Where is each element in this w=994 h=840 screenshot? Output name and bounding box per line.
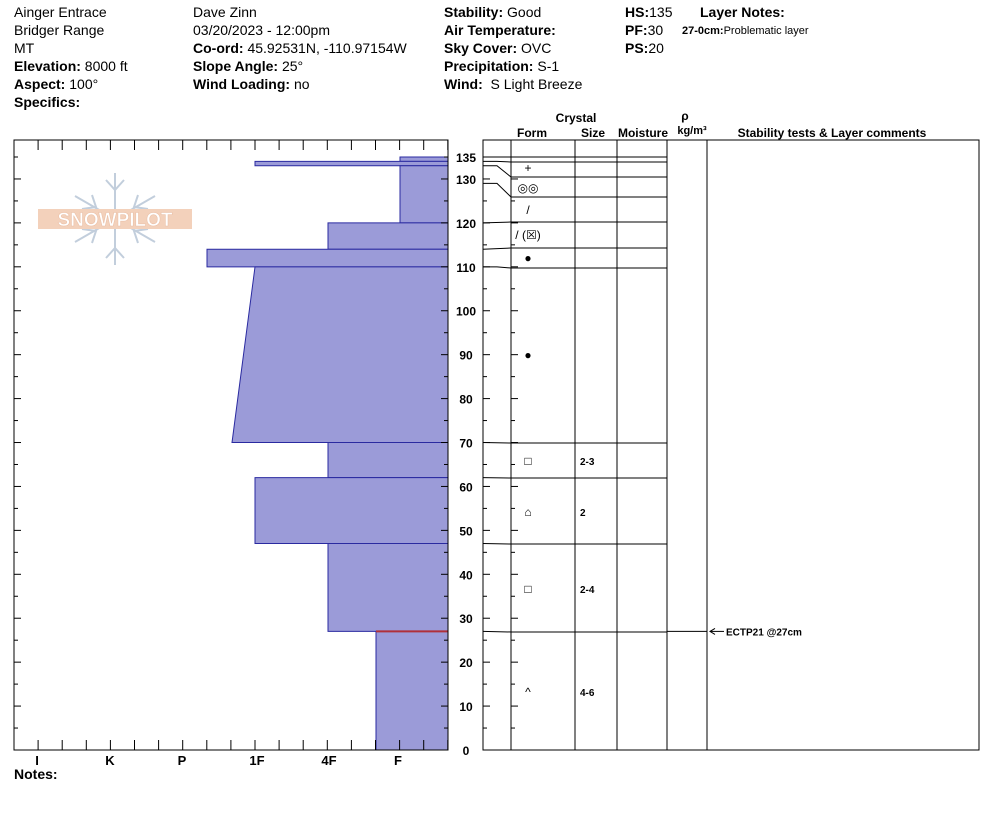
coord-row: Co-ord: 45.92531N, -110.97154W xyxy=(193,40,407,56)
header-col-4: HS:135 PF:30 PS:20 xyxy=(625,3,672,57)
crystal-size-6: 2-3 xyxy=(580,457,595,468)
depth-label-100: 100 xyxy=(456,305,476,319)
hardness-layer-5 xyxy=(231,266,449,444)
hardness-label-4f: 4F xyxy=(321,753,336,768)
hardness-layer-3 xyxy=(327,222,449,250)
crystal-form-6: □ xyxy=(524,454,531,468)
hardness-label-i: I xyxy=(35,753,39,768)
row-connector xyxy=(482,221,512,224)
specifics-row: Specifics: xyxy=(14,94,81,110)
crystal-form-9: ^ xyxy=(525,685,531,699)
depth-label-30: 30 xyxy=(459,612,473,626)
hardness-layer-1 xyxy=(254,160,449,167)
hardness-label-k: K xyxy=(105,753,115,768)
sky-row: Sky Cover: OVC xyxy=(444,40,552,56)
arrow-head-icon xyxy=(709,627,716,635)
crystal-form-7: ⌂ xyxy=(524,505,531,519)
hardness-layer-0 xyxy=(399,156,449,162)
col-header-rho: ρ xyxy=(681,109,688,123)
logo-banner xyxy=(38,209,192,229)
layer-note-row: 27-0cm:Problematic layer xyxy=(682,25,809,37)
col-header-stability: Stability tests & Layer comments xyxy=(738,126,927,140)
crystal-form-5: ● xyxy=(524,348,531,362)
hardness-layer-4 xyxy=(206,248,449,268)
wind-loading-row: Wind Loading: no xyxy=(193,76,310,92)
ps-row: PS:20 xyxy=(625,40,664,56)
header-col-3: Stability: Good Air Temperature: Sky Cov… xyxy=(444,3,582,93)
crystal-form-0: + xyxy=(524,161,531,175)
stability-tests: ECTP21 @27cm xyxy=(667,627,802,638)
aspect-row: Aspect: 100° xyxy=(14,76,99,92)
hardness-label-p: P xyxy=(178,753,187,768)
hardness-axis: I K P 1F 4F F xyxy=(13,140,449,768)
row-connector xyxy=(482,630,512,633)
notes-label: Notes: xyxy=(14,766,58,782)
crystal-form-8: □ xyxy=(524,582,531,596)
air-temp-row: Air Temperature: xyxy=(444,22,556,38)
hardness-layer-9 xyxy=(375,630,449,751)
depth-label-40: 40 xyxy=(459,568,473,582)
row-connector xyxy=(483,182,512,198)
crystal-form-4: ● xyxy=(524,251,531,265)
depth-label-110: 110 xyxy=(456,261,476,275)
depth-label-0: 0 xyxy=(463,744,470,758)
pf-row: PF:30 xyxy=(625,22,664,38)
crystal-size-8: 2-4 xyxy=(580,585,595,596)
layer-table-rows: + ◎◎ / / (☒) ● ● □ 2-3 ⌂ 2 □ 2-4 ^ 4-6 xyxy=(482,156,667,751)
depth-label-60: 60 xyxy=(459,480,473,494)
crystal-form-1: ◎◎ xyxy=(518,181,539,195)
col-header-form: Form xyxy=(517,126,547,140)
header-col-1: Ainger Entrace Bridger Range MT Elevatio… xyxy=(14,3,128,111)
hardness-layer-7 xyxy=(254,477,449,545)
row-connector xyxy=(482,247,512,250)
depth-label-80: 80 xyxy=(459,393,473,407)
hs-row: HS:135 xyxy=(625,4,673,20)
logo-text: SNOWPILOT xyxy=(57,210,172,231)
crystal-form-3: / (☒) xyxy=(515,228,540,242)
elevation-row: Elevation: 8000 ft xyxy=(14,58,128,74)
row-connector xyxy=(483,165,512,178)
observer-name: Dave Zinn xyxy=(193,4,257,20)
row-connector xyxy=(483,160,512,163)
snowpilot-logo: SNOWPILOT xyxy=(38,173,192,265)
wind-row: Wind: S Light Breeze xyxy=(444,76,583,92)
layer-notes-title: Layer Notes: xyxy=(700,4,785,20)
hardness-layer-8 xyxy=(327,543,449,632)
hardness-label-f: F xyxy=(394,753,402,768)
depth-label-135: 135 xyxy=(456,151,476,165)
layer-table: + ◎◎ / / (☒) ● ● □ 2-3 ⌂ 2 □ 2-4 ^ 4-6 ECTP21 @27cm xyxy=(482,139,980,751)
depth-axis: 0 10 20 30 40 50 60 70 80 90 100 110 120 130 135 xyxy=(14,151,518,758)
row-connector xyxy=(483,266,512,269)
depth-label-70: 70 xyxy=(459,437,473,451)
depth-label-10: 10 xyxy=(459,700,473,714)
depth-label-20: 20 xyxy=(459,656,473,670)
observation-datetime: 03/20/2023 - 12:00pm xyxy=(193,22,330,38)
hardness-label-1f: 1F xyxy=(249,753,264,768)
col-header-size: Size xyxy=(581,126,605,140)
state-name: MT xyxy=(14,40,35,56)
stability-test-label: ECTP21 @27cm xyxy=(726,627,802,638)
depth-label-130: 130 xyxy=(456,173,476,187)
layer-table-frame xyxy=(482,139,980,751)
hardness-layer-2 xyxy=(399,165,449,224)
hardness-layer-6 xyxy=(327,442,449,479)
depth-label-120: 120 xyxy=(456,217,476,231)
depth-label-90: 90 xyxy=(459,349,473,363)
crystal-size-7: 2 xyxy=(580,508,586,519)
crystal-size-9: 4-6 xyxy=(580,688,595,699)
crystal-form-2: / xyxy=(526,203,530,217)
header-col-2: Dave Zinn 03/20/2023 - 12:00pm Co-ord: 4… xyxy=(193,3,407,93)
range-name: Bridger Range xyxy=(14,22,105,38)
hardness-layers xyxy=(206,156,449,751)
col-header-density-unit: kg/m³ xyxy=(677,125,707,137)
precip-row: Precipitation: S-1 xyxy=(444,58,560,74)
slope-row: Slope Angle: 25° xyxy=(193,58,304,74)
depth-label-50: 50 xyxy=(459,524,473,538)
col-header-crystal: Crystal xyxy=(556,111,597,125)
col-header-moisture: Moisture xyxy=(618,126,668,140)
location-name: Ainger Entrace xyxy=(14,4,107,20)
stability-row: Stability: Good xyxy=(444,4,542,20)
